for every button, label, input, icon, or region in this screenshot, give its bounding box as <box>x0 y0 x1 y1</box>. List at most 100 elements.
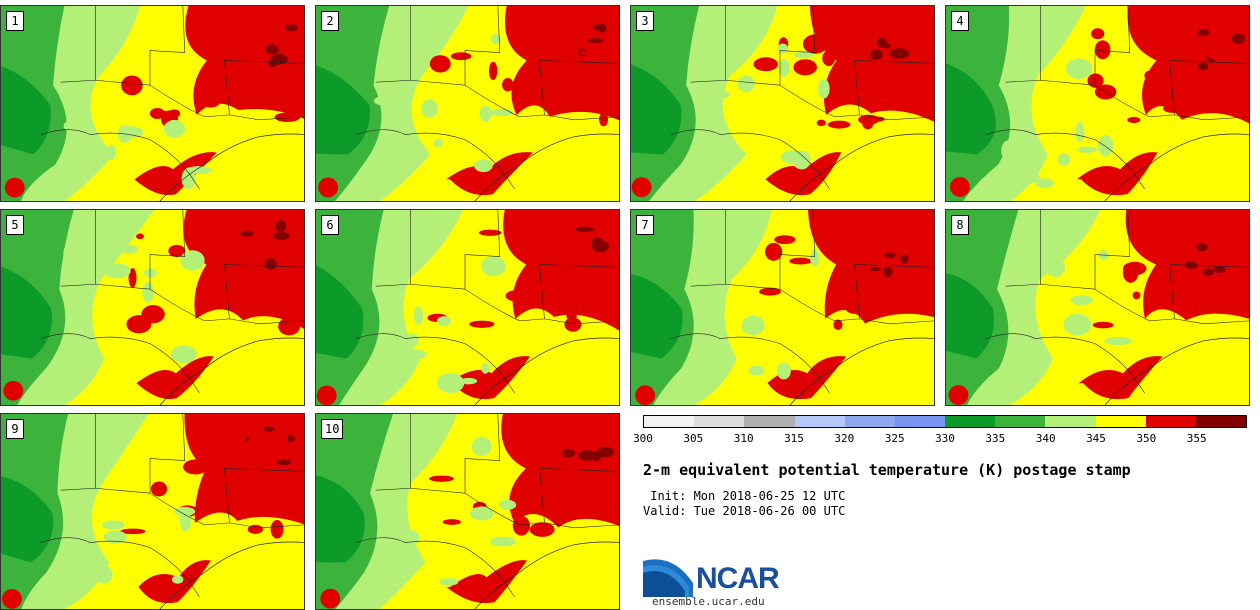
field-355-plus <box>575 226 595 232</box>
field-350-355 <box>478 229 502 236</box>
field-350-355 <box>765 242 783 261</box>
field-350-355 <box>247 434 272 450</box>
state-borders <box>375 6 619 121</box>
colorbar-segment <box>1045 416 1096 427</box>
field-355-plus <box>276 459 292 465</box>
field-355-plus <box>1197 29 1210 37</box>
field-350-355 <box>1127 116 1141 124</box>
field-350-355 <box>150 481 168 497</box>
field-340-345 <box>180 250 205 271</box>
field-350-355 <box>590 489 607 507</box>
field-350-355 <box>168 244 186 258</box>
field-340-345 <box>748 365 765 376</box>
ensemble-member-panel: 2 <box>315 5 620 202</box>
field-350-355 <box>320 588 341 609</box>
valid-time: Valid: Tue 2018-06-26 00 UTC <box>643 504 846 518</box>
field-330-335 <box>631 274 683 359</box>
state-borders <box>375 210 619 325</box>
colorbar <box>643 415 1247 428</box>
field-350-355 <box>1204 45 1230 60</box>
field-350-355 <box>599 112 609 127</box>
field-340-345 <box>1035 178 1054 189</box>
ncar-logo-text: NCAR <box>696 562 780 595</box>
field-350-355 <box>447 356 531 400</box>
field-350-355 <box>429 475 454 482</box>
field-350-355 <box>183 210 304 329</box>
field-340-345 <box>490 34 501 45</box>
field-350-355 <box>503 210 619 331</box>
field-355-plus <box>1231 33 1246 45</box>
field-340-345 <box>489 108 513 117</box>
field-330-335 <box>1 476 54 563</box>
field-330-335 <box>946 273 995 359</box>
field-355-plus <box>900 254 909 264</box>
field-355-plus <box>578 450 596 461</box>
coastline <box>159 541 304 609</box>
field-350-355 <box>949 177 970 197</box>
field-355-plus <box>1213 266 1226 274</box>
state-borders <box>690 6 934 121</box>
theta-e-map <box>946 210 1249 405</box>
field-340-345 <box>63 119 85 133</box>
colorbar-segment <box>1145 416 1196 427</box>
field-350-355 <box>802 34 828 54</box>
field-350-355 <box>230 461 247 478</box>
field-330-335 <box>946 63 996 155</box>
field-350-355 <box>200 96 220 108</box>
field-350-355 <box>184 6 304 119</box>
field-350-355 <box>907 302 914 313</box>
field-350-355 <box>512 236 531 251</box>
ensemble-member-panel: 1 <box>0 5 305 202</box>
field-340-345 <box>479 105 492 122</box>
field-350-355 <box>136 356 214 400</box>
field-350-355 <box>1092 321 1114 329</box>
colorbar-segment <box>995 416 1046 427</box>
field-340-345 <box>780 150 806 164</box>
coastline <box>789 337 934 405</box>
field-340-345 <box>481 256 506 277</box>
state-borders <box>60 414 304 529</box>
colorbar-tick-label: 345 <box>1086 432 1106 445</box>
field-350-355 <box>529 522 555 537</box>
field-340-345 <box>171 575 184 584</box>
field-350-355 <box>519 31 535 52</box>
theta-e-map <box>1 6 304 201</box>
colorbar-tick-label: 355 <box>1186 432 1207 445</box>
field-350-355 <box>553 69 574 89</box>
field-350-355 <box>554 231 568 245</box>
field-350-355 <box>503 6 619 121</box>
field-350-355 <box>446 560 528 604</box>
field-350-355 <box>128 268 137 288</box>
field-350-355 <box>1078 356 1163 400</box>
field-355-plus <box>870 49 883 60</box>
field-330-335 <box>631 64 682 155</box>
field-330-335 <box>316 475 365 563</box>
theta-e-map <box>316 6 619 201</box>
field-340-345 <box>63 241 86 264</box>
theta-e-map <box>316 210 619 405</box>
field-340-345 <box>170 345 197 364</box>
field-340-345 <box>1063 313 1092 336</box>
field-350-355 <box>141 305 165 324</box>
ensemble-member-panel: 10 <box>315 413 620 610</box>
member-number-label: 6 <box>321 215 339 235</box>
colorbar-segment <box>644 416 695 427</box>
field-340-345 <box>103 263 131 279</box>
field-350-355 <box>216 60 226 80</box>
field-350-355 <box>255 238 266 244</box>
field-350-355 <box>579 50 599 56</box>
field-340-345 <box>142 281 154 303</box>
field-350-355 <box>1125 6 1249 124</box>
field-350-355 <box>429 55 451 73</box>
field-350-355 <box>816 119 826 126</box>
field-355-plus <box>591 240 609 253</box>
field-350-355 <box>136 233 144 240</box>
field-340-345 <box>1070 295 1093 306</box>
field-340-345 <box>469 506 494 521</box>
colorbar-ticks: 300 305 310 315 320 325 330 335 340 345 350 355 <box>633 432 1247 446</box>
ensemble-member-panel: 4 <box>945 5 1250 202</box>
theta-e-map <box>1 210 304 405</box>
colorbar-segment <box>794 416 845 427</box>
field-340-345 <box>173 506 196 517</box>
state-borders <box>1005 6 1249 121</box>
